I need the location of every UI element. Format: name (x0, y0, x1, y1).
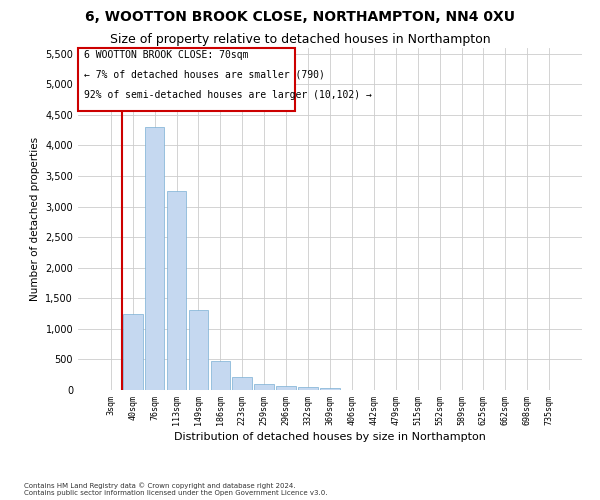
Text: 6, WOOTTON BROOK CLOSE, NORTHAMPTON, NN4 0XU: 6, WOOTTON BROOK CLOSE, NORTHAMPTON, NN4… (85, 10, 515, 24)
Bar (276, 386, 296, 390)
Text: Contains public sector information licensed under the Open Government Licence v3: Contains public sector information licen… (24, 490, 328, 496)
Text: Contains HM Land Registry data © Crown copyright and database right 2024.: Contains HM Land Registry data © Crown c… (24, 482, 296, 489)
Bar (298, 387, 318, 390)
Y-axis label: Number of detached properties: Number of detached properties (30, 136, 40, 301)
Bar (145, 127, 164, 390)
Text: ← 7% of detached houses are smaller (790): ← 7% of detached houses are smaller (790… (84, 70, 325, 80)
Bar (232, 376, 252, 390)
X-axis label: Distribution of detached houses by size in Northampton: Distribution of detached houses by size … (174, 432, 486, 442)
Bar (123, 314, 143, 390)
Text: Size of property relative to detached houses in Northampton: Size of property relative to detached ho… (110, 32, 490, 46)
Bar (188, 310, 208, 390)
Bar (254, 384, 274, 390)
Text: 6 WOOTTON BROOK CLOSE: 70sqm: 6 WOOTTON BROOK CLOSE: 70sqm (84, 50, 248, 60)
Text: 92% of semi-detached houses are larger (10,102) →: 92% of semi-detached houses are larger (… (84, 90, 372, 100)
Bar (167, 191, 187, 390)
Bar (320, 388, 340, 390)
Bar (211, 360, 230, 390)
